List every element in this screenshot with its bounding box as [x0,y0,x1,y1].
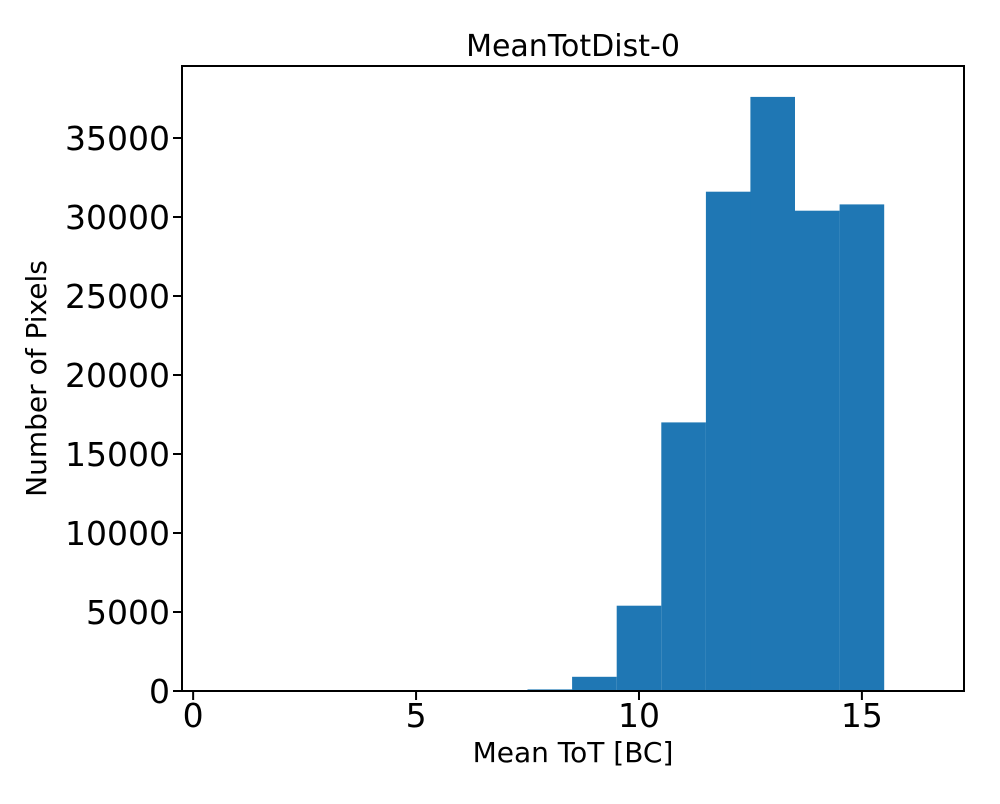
y-axis-ticks: 0 5000 10000 15000 20000 25000 30000 35000 [65,119,182,711]
y-tick-label: 15000 [65,435,170,474]
x-tick-label: 15 [841,696,883,735]
x-tick-label: 10 [618,696,660,735]
x-tick-label: 5 [406,696,427,735]
histogram-bar [705,191,751,691]
y-axis-label: Number of Pixels [20,260,53,497]
x-axis-label: Mean ToT [BC] [473,736,674,769]
histogram-bar [839,204,885,691]
y-tick-label: 5000 [86,593,170,632]
y-tick-label: 35000 [65,119,170,158]
plot-frame [181,65,965,692]
histogram-bar [750,96,795,691]
y-tick-label: 0 [149,672,170,711]
y-tick-label: 30000 [65,198,170,237]
histogram-bar [572,676,617,691]
y-tick-label: 20000 [65,356,170,395]
histogram-bar [616,605,662,691]
chart-title: MeanTotDist-0 [466,29,680,64]
histogram-bar [661,422,706,691]
y-tick-label: 10000 [65,514,170,553]
x-tick-label: 0 [183,696,204,735]
histogram-bar [795,210,840,691]
x-axis-ticks: 0 5 10 15 [183,691,883,735]
y-tick-label: 25000 [65,277,170,316]
histogram-bars [527,96,885,691]
